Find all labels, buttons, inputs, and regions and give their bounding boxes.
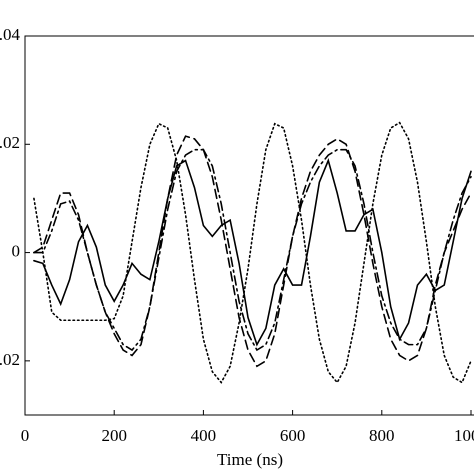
y-tick-label: 0.04 bbox=[0, 25, 21, 44]
x-tick-label: 800 bbox=[369, 426, 395, 445]
series-line bbox=[33, 148, 472, 352]
x-tick-label: 400 bbox=[191, 426, 217, 445]
y-tick-label: 0.02 bbox=[0, 133, 20, 152]
x-tick-label: 1000 bbox=[454, 426, 474, 445]
plot-frame bbox=[24, 35, 474, 416]
x-tick-label: 200 bbox=[101, 426, 127, 445]
x-axis-label: Time (ns) bbox=[217, 450, 283, 469]
series-line bbox=[33, 121, 472, 384]
x-tick-label: 0 bbox=[21, 426, 30, 445]
y-tick-label: -0.02 bbox=[0, 350, 20, 369]
x-tick-label: 600 bbox=[280, 426, 306, 445]
series-line bbox=[33, 158, 472, 347]
y-tick-label: 0 bbox=[12, 241, 21, 260]
